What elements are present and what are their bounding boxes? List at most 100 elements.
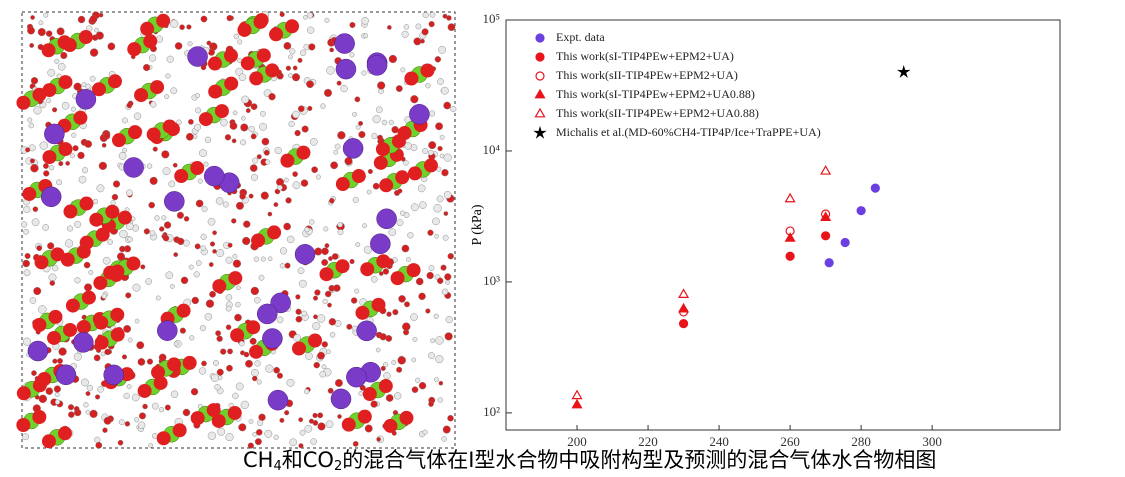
- atom: [397, 219, 403, 225]
- co2-oxygen: [17, 386, 31, 400]
- x-tick-label: 240: [709, 434, 729, 449]
- data-point: [841, 238, 849, 246]
- atom: [52, 265, 58, 271]
- atom: [94, 355, 100, 361]
- atom: [92, 35, 98, 41]
- atom: [54, 59, 59, 64]
- atom: [341, 85, 348, 92]
- atom: [23, 260, 30, 267]
- atom: [384, 372, 391, 379]
- atom: [39, 21, 43, 25]
- atom: [32, 219, 39, 226]
- atom: [347, 324, 353, 330]
- co2-oxygen: [63, 323, 77, 337]
- atom: [74, 353, 82, 361]
- atom: [442, 289, 448, 295]
- atom: [448, 253, 454, 259]
- atom: [257, 420, 263, 426]
- atom: [232, 393, 238, 399]
- atom: [55, 400, 60, 405]
- atom: [330, 162, 337, 169]
- atom: [46, 98, 51, 103]
- atom: [262, 138, 269, 145]
- atom: [79, 176, 86, 183]
- methane: [357, 321, 377, 341]
- atom: [376, 107, 382, 113]
- x-tick-label: 220: [638, 434, 658, 449]
- atom: [138, 422, 145, 429]
- atom: [147, 164, 152, 169]
- atom: [335, 379, 342, 386]
- atom: [257, 380, 261, 384]
- atom: [74, 83, 82, 91]
- x-tick-label: 200: [567, 434, 587, 449]
- atom: [352, 112, 356, 116]
- atom: [74, 406, 79, 411]
- co2-oxygen: [352, 169, 366, 183]
- atom: [113, 181, 120, 188]
- co2-oxygen: [249, 345, 263, 359]
- atom: [84, 262, 90, 268]
- atom: [40, 142, 48, 150]
- co2-oxygen: [199, 112, 213, 126]
- atom: [368, 169, 373, 174]
- atom: [286, 197, 292, 203]
- atom: [175, 42, 182, 49]
- atom: [305, 353, 312, 360]
- atom: [159, 407, 164, 412]
- atom: [47, 243, 54, 250]
- atom: [251, 174, 258, 181]
- atom: [289, 121, 295, 127]
- atom: [284, 410, 289, 415]
- atom: [259, 123, 266, 130]
- atom: [416, 278, 423, 285]
- atom: [265, 160, 270, 165]
- methane: [73, 332, 93, 352]
- co2-oxygen: [112, 133, 126, 147]
- atom: [239, 424, 247, 432]
- atom: [317, 315, 325, 323]
- atom: [184, 216, 189, 221]
- atom: [274, 367, 280, 373]
- atom: [255, 361, 261, 367]
- atom: [186, 133, 193, 140]
- atom: [94, 28, 98, 32]
- atom: [293, 66, 297, 70]
- co2-oxygen: [126, 256, 140, 270]
- atom: [29, 43, 33, 47]
- atom: [286, 66, 291, 71]
- atom: [288, 55, 292, 59]
- atom: [439, 381, 443, 385]
- atom: [280, 418, 284, 422]
- atom: [150, 102, 156, 108]
- atom: [316, 175, 321, 180]
- atom: [195, 244, 200, 249]
- atom: [292, 73, 300, 81]
- atom: [355, 97, 360, 102]
- atom: [213, 360, 218, 365]
- atom: [310, 138, 317, 145]
- atom: [170, 284, 174, 288]
- atom: [119, 230, 127, 238]
- co2-oxygen: [82, 291, 96, 305]
- co2-oxygen: [224, 77, 238, 91]
- atom: [307, 12, 313, 18]
- co2-oxygen: [42, 150, 56, 164]
- atom: [367, 190, 371, 194]
- atom: [135, 319, 139, 323]
- caption-part: 的混合气体在I型水合物中吸附构型及预测的混合气体水合物相图: [342, 448, 936, 472]
- atom: [208, 432, 216, 440]
- atom: [429, 21, 435, 27]
- atom: [43, 163, 48, 168]
- atom: [194, 124, 200, 130]
- atom: [396, 85, 402, 91]
- atom: [444, 191, 451, 198]
- atom: [257, 154, 262, 159]
- figure: P (kPa) CH4和CO2的混合气体在I型水合物中吸附构型及预测的混合气体水…: [0, 0, 1125, 477]
- atom: [107, 239, 112, 244]
- atom: [387, 312, 392, 317]
- atom: [66, 161, 70, 165]
- co2-oxygen: [280, 154, 294, 168]
- atom: [414, 38, 421, 45]
- atom: [448, 24, 455, 31]
